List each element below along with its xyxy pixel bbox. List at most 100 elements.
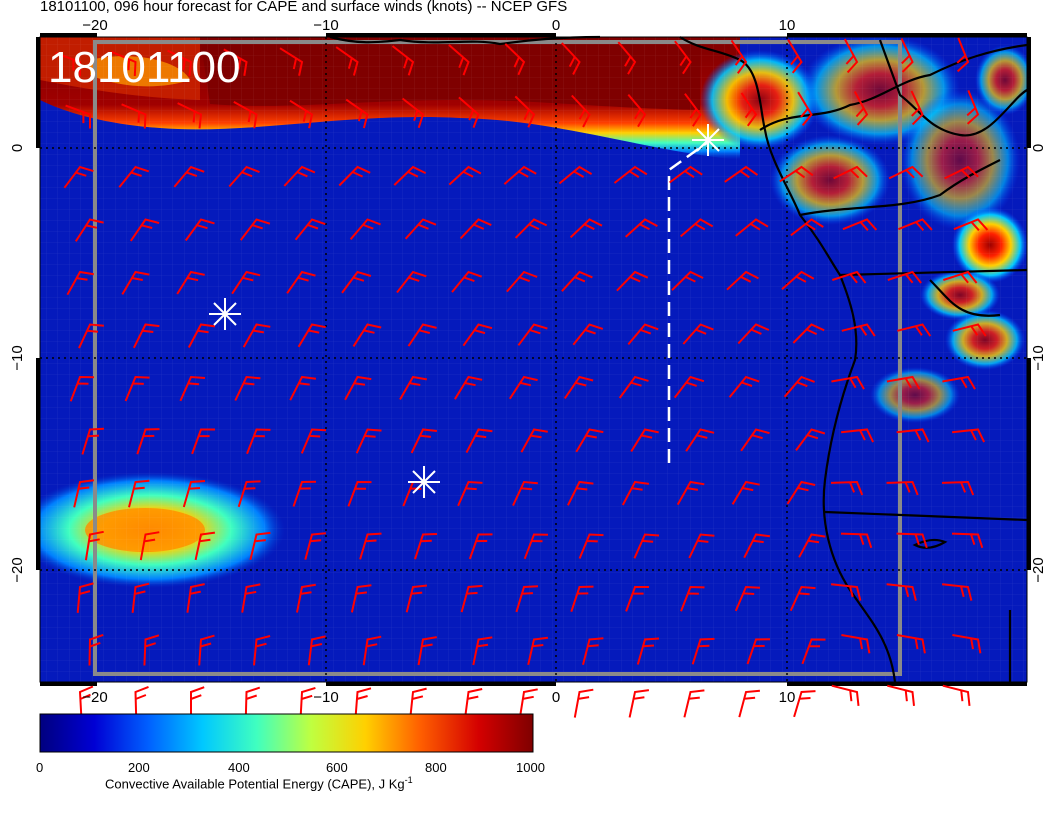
wind-barb	[578, 533, 604, 559]
wind-barb	[887, 270, 922, 284]
wind-barb	[618, 375, 649, 399]
wind-barb	[304, 532, 326, 560]
wind-barb	[571, 94, 591, 128]
wind-barb	[789, 585, 816, 612]
wind-barb	[841, 634, 871, 654]
wind-barb	[831, 375, 865, 390]
wind-barb	[55, 52, 81, 76]
wind-barb	[234, 375, 261, 401]
wind-barb	[558, 165, 593, 185]
wind-barb	[296, 583, 316, 613]
wind-barb	[731, 480, 760, 505]
wind-barb	[910, 90, 924, 126]
wind-barb	[393, 165, 427, 186]
wind-barb	[518, 688, 538, 718]
wind-barb	[830, 480, 864, 496]
wind-barb	[506, 270, 538, 293]
wind-barb	[279, 47, 304, 76]
wind-barb	[297, 323, 326, 348]
wind-barb	[840, 428, 875, 443]
wind-barb	[121, 103, 147, 129]
wind-barb	[684, 93, 702, 127]
wind-barb	[66, 270, 94, 296]
wind-barb	[953, 218, 989, 231]
wind-barb	[843, 38, 859, 74]
wind-barb	[283, 165, 316, 187]
x-tick-top: −10	[313, 17, 338, 34]
page-title: 18101100, 096 hour forecast for CAPE and…	[40, 0, 568, 15]
wind-barb	[286, 270, 316, 294]
wind-barb	[897, 323, 932, 337]
y-tick-left: −10	[9, 345, 26, 370]
wind-barb	[128, 479, 150, 508]
wind-barb	[246, 428, 271, 455]
wind-barb	[515, 585, 539, 613]
wind-barb	[504, 43, 526, 76]
wind-barb	[941, 583, 973, 601]
track-line	[667, 140, 709, 463]
colorbar-title-superscript: -1	[404, 775, 413, 785]
wind-barb	[853, 91, 869, 126]
wind-barb	[118, 165, 150, 188]
wind-barb	[951, 428, 986, 443]
wind-barb	[187, 323, 216, 348]
wind-barb	[572, 323, 604, 346]
wind-barb	[448, 165, 482, 186]
wind-barb	[798, 533, 826, 558]
wind-barb	[830, 583, 862, 601]
wind-barb	[508, 375, 538, 400]
wind-barb	[737, 323, 770, 345]
wind-barb	[78, 685, 94, 719]
wind-barb	[582, 637, 604, 665]
wind-barb	[396, 270, 427, 294]
wind-barb	[244, 686, 261, 719]
wind-barb	[669, 165, 703, 184]
wind-barb	[190, 686, 205, 718]
y-tick-right: −20	[1030, 557, 1047, 582]
wind-barb	[335, 46, 359, 76]
wind-barb	[139, 531, 160, 561]
colorbar-tick: 200	[128, 760, 150, 775]
wind-barb	[797, 91, 813, 127]
wind-barb	[253, 635, 271, 666]
wind-barb	[561, 42, 581, 75]
colorbar-tick: 400	[228, 760, 250, 775]
wind-barb	[886, 375, 921, 390]
wind-barb	[779, 165, 814, 183]
wind-barb	[726, 270, 759, 291]
wind-barb	[359, 532, 382, 560]
wind-barb	[350, 584, 372, 613]
x-tick-top: 10	[779, 17, 796, 34]
wind-barb	[136, 428, 160, 455]
wind-barb	[299, 686, 316, 719]
wind-barb	[886, 583, 917, 601]
graticule	[40, 37, 1027, 682]
wind-barb	[84, 530, 104, 561]
wind-barb	[896, 532, 928, 549]
markers	[209, 124, 724, 498]
coastline	[329, 35, 1028, 683]
wind-barb	[462, 323, 493, 347]
wind-barb	[167, 49, 193, 77]
wind-barb	[674, 40, 692, 75]
wind-barb	[734, 585, 761, 612]
wind-barb	[300, 428, 327, 454]
wind-barb	[129, 218, 160, 242]
wind-barb	[831, 684, 860, 707]
wind-barb	[735, 218, 769, 237]
wind-barb	[73, 479, 95, 508]
wind-barb	[801, 638, 826, 665]
wind-barb	[347, 480, 372, 507]
wind-barb	[573, 688, 594, 718]
wind-barb	[512, 480, 538, 507]
colorbar-title: Convective Available Potential Energy (C…	[105, 775, 413, 791]
wind-barb	[338, 165, 371, 187]
wind-barb	[448, 44, 470, 76]
wind-barb	[621, 480, 650, 506]
wind-barb	[228, 165, 260, 188]
wind-barb	[787, 39, 803, 74]
wind-barb	[241, 583, 261, 613]
colorbar-tick: 1000	[516, 760, 545, 775]
wind-barb	[289, 99, 314, 129]
